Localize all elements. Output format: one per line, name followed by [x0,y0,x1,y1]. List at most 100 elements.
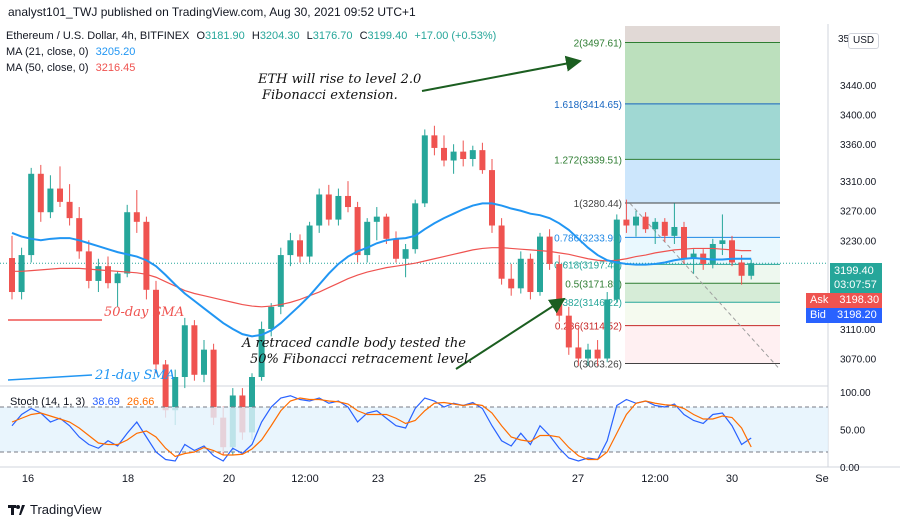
fib-zone [625,302,780,326]
candle-body [652,221,659,230]
candle-body [201,349,207,375]
candle-body [719,240,726,244]
fib-level-label: 0.618(3197.48) [554,260,622,271]
brand-name[interactable]: TradingView [30,502,102,517]
tradingview-logo-icon [8,505,25,515]
fib-level-label: 1(3280.44) [574,199,622,210]
candle-body [191,325,198,375]
time-tick-label: 12:00 [641,473,669,485]
fib-zone [625,325,780,364]
ma50-label: MA (50, close, 0) [6,62,89,74]
last-price-tag: 3199.40 03:07:57 [830,263,882,293]
candle-body [114,273,121,284]
currency-button[interactable]: USD [848,33,880,49]
time-tick-label: 25 [474,473,486,485]
stoch-k-value: 38.69 [92,396,120,408]
chart-legend: Ethereum / U.S. Dollar, 4h, BITFINEX O31… [6,28,496,76]
ohlc-high-label: H [251,30,260,42]
candle-body [181,325,188,377]
candle-body [527,258,534,293]
ohlc-high: 3204.30 [259,30,300,42]
stoch-tick-label: 100.00 [840,388,871,399]
fib-level-label: 1.272(3339.51) [554,155,622,166]
fib-level-label: 0.5(3171.85) [565,279,622,290]
price-tick-label: 3110.00 [840,325,876,336]
price-tick-label: 3270.00 [840,207,877,218]
candle-body [537,236,543,293]
candle-body [354,207,361,256]
candle-body [124,212,131,274]
candle-body [316,194,323,226]
candle-body [287,240,294,256]
candle-body [133,212,140,222]
fib-level-label: 0.236(3114.52) [555,322,622,333]
bid-price: 3198.20 [836,309,877,321]
chart-canvas[interactable]: 2(3497.61) 1.618(3414.65) 1.272(3339.51) 1(… [0,24,900,497]
candle-body [729,240,735,263]
ask-tag: Ask 3198.30 [806,293,882,308]
candle-body [508,278,515,289]
annotation-retrace-line2: 50% Fibonacci retracement level. [250,352,473,367]
price-tick-label: 3070.00 [840,355,877,366]
candle-body [748,263,755,276]
candle-body [633,216,639,226]
legend-ma50-row[interactable]: MA (50, close, 0) 3216.45 [6,60,496,76]
time-tick-label: 20 [223,473,235,485]
candle-body [393,238,399,259]
symbol-name: Ethereum / U.S. Dollar, 4h, BITFINEX [6,30,190,42]
candle-body [268,306,275,329]
candle-body [277,255,284,307]
candle-body [66,201,73,219]
candle-body [306,225,313,257]
candle-body [47,188,54,213]
candle-body [556,263,563,316]
candle-body [604,299,611,359]
fib-level-label: 2(3497.61) [574,39,622,50]
candle-body [95,266,102,281]
time-tick-label: Se [815,473,828,485]
ma21-line [11,202,752,338]
annotation-retrace-line1: A retraced candle body tested the [242,336,466,351]
candle-body [297,240,303,257]
fib-zone [625,264,780,284]
publish-header-text: analyst101_TWJ published on TradingView.… [8,5,416,19]
price-tick-label: 3400.00 [840,111,877,122]
candle-body [613,219,620,300]
time-tick-label: 30 [726,473,738,485]
legend-ma21-row[interactable]: MA (21, close, 0) 3205.20 [6,44,496,60]
candle-body [76,218,83,252]
legend-symbol-row: Ethereum / U.S. Dollar, 4h, BITFINEX O31… [6,28,496,44]
candle-body [85,251,92,281]
candle-body [585,349,591,359]
ma21-value: 3205.20 [95,46,136,58]
fib-zone [625,159,780,204]
time-tick-label: 18 [122,473,134,485]
stoch-tick-label: 50.00 [840,426,865,437]
candle-body [565,315,572,348]
fib-zone [625,103,780,160]
price-tick-label: 3230.00 [840,236,877,247]
candle-body [517,258,524,289]
candle-body [249,377,255,433]
candle-body [489,170,495,226]
candle-body [402,249,409,259]
ohlc-open-label: O [196,30,206,42]
fib-zone [625,42,780,104]
ohlc-open: 3181.90 [205,30,245,42]
retrace-arrow [455,297,566,370]
candle-body [37,173,44,213]
candle-body [431,135,438,148]
target-arrow [421,55,582,92]
candle-body [450,151,457,161]
price-tick-label: 35 [838,34,850,45]
stoch-d-value: 26.66 [126,396,155,408]
ohlc-low: 3176.70 [312,30,353,42]
candle-body [325,194,332,220]
price-tick-label: 3310.00 [840,177,877,188]
annotation-eth-target-line2: Fibonacci extension. [262,88,398,103]
annotation-retrace: A retraced candle body tested the 50% Fi… [242,336,472,368]
stoch-legend[interactable]: Stoch (14, 1, 3) 38.69 26.66 [10,396,154,408]
candle-body [57,188,63,202]
ohlc-close-label: C [359,30,368,42]
bar-countdown: 03:07:57 [834,279,877,291]
